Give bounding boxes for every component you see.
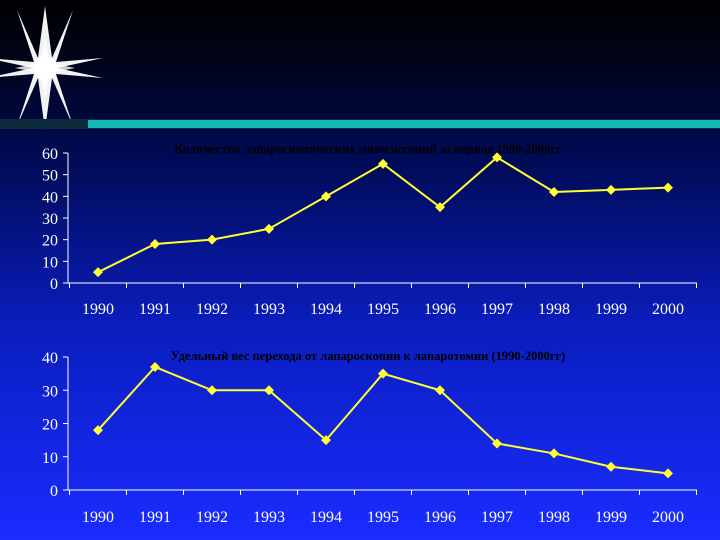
data-point-marker xyxy=(264,385,274,396)
x-tick-label: 2000 xyxy=(652,509,684,526)
data-point-marker xyxy=(207,385,217,396)
starburst-icon xyxy=(0,6,103,130)
data-point-marker xyxy=(492,152,502,163)
x-tick-label: 1992 xyxy=(196,301,228,318)
y-tick-label: 10 xyxy=(42,254,58,271)
y-tick-label: 40 xyxy=(42,350,58,367)
data-point-marker xyxy=(150,361,160,372)
data-point-marker xyxy=(378,158,388,169)
data-point-marker xyxy=(93,267,103,278)
chart-2: Удельный вес перехода от лапароскопии к … xyxy=(42,349,697,526)
y-tick-label: 0 xyxy=(50,276,58,293)
x-tick-label: 1998 xyxy=(538,509,570,526)
x-tick-label: 1992 xyxy=(196,509,228,526)
y-tick-label: 60 xyxy=(42,146,58,163)
x-tick-label: 1999 xyxy=(595,509,627,526)
x-tick-label: 1995 xyxy=(367,509,399,526)
x-tick-label: 1991 xyxy=(139,301,171,318)
data-point-marker xyxy=(663,468,673,479)
data-point-marker xyxy=(435,385,445,396)
x-tick-label: 1994 xyxy=(310,301,342,318)
y-tick-label: 30 xyxy=(42,211,58,228)
x-tick-label: 1990 xyxy=(82,301,114,318)
x-tick-label: 1997 xyxy=(481,301,513,318)
accent-bar xyxy=(0,119,720,129)
chart-1-title: Количество лапароскопических миомэктомий… xyxy=(174,142,562,156)
data-point-marker xyxy=(549,448,559,459)
data-point-marker xyxy=(93,425,103,436)
x-tick-label: 1996 xyxy=(424,509,456,526)
x-tick-label: 1997 xyxy=(481,509,513,526)
data-point-marker xyxy=(663,182,673,193)
data-point-marker xyxy=(150,239,160,249)
y-tick-label: 10 xyxy=(42,450,58,467)
y-tick-label: 50 xyxy=(42,168,58,185)
data-point-marker xyxy=(264,223,274,234)
series-line xyxy=(97,156,669,274)
data-point-marker xyxy=(321,191,331,202)
x-tick-label: 1991 xyxy=(139,509,171,526)
data-point-marker xyxy=(435,202,445,213)
series-line xyxy=(97,365,669,475)
data-point-marker xyxy=(207,234,217,245)
x-tick-label: 1999 xyxy=(595,301,627,318)
data-point-marker xyxy=(606,461,616,472)
x-tick-label: 1993 xyxy=(253,509,285,526)
x-tick-label: 2000 xyxy=(652,301,684,318)
x-tick-label: 1990 xyxy=(82,509,114,526)
chart-2-title: Удельный вес перехода от лапароскопии к … xyxy=(171,349,566,363)
data-point-marker xyxy=(492,438,502,449)
y-tick-label: 40 xyxy=(42,189,58,206)
y-tick-label: 30 xyxy=(42,383,58,400)
data-point-marker xyxy=(321,435,331,446)
data-point-marker xyxy=(378,368,388,379)
data-point-marker xyxy=(549,187,559,197)
x-tick-label: 1996 xyxy=(424,301,456,318)
chart-1: Количество лапароскопических миомэктомий… xyxy=(42,142,697,318)
y-tick-label: 0 xyxy=(50,483,58,500)
x-tick-label: 1993 xyxy=(253,301,285,318)
data-point-marker xyxy=(606,184,616,195)
y-tick-label: 20 xyxy=(42,233,58,250)
x-tick-label: 1995 xyxy=(367,301,399,318)
x-tick-label: 1994 xyxy=(310,509,342,526)
y-tick-label: 20 xyxy=(42,417,58,434)
x-tick-label: 1998 xyxy=(538,301,570,318)
